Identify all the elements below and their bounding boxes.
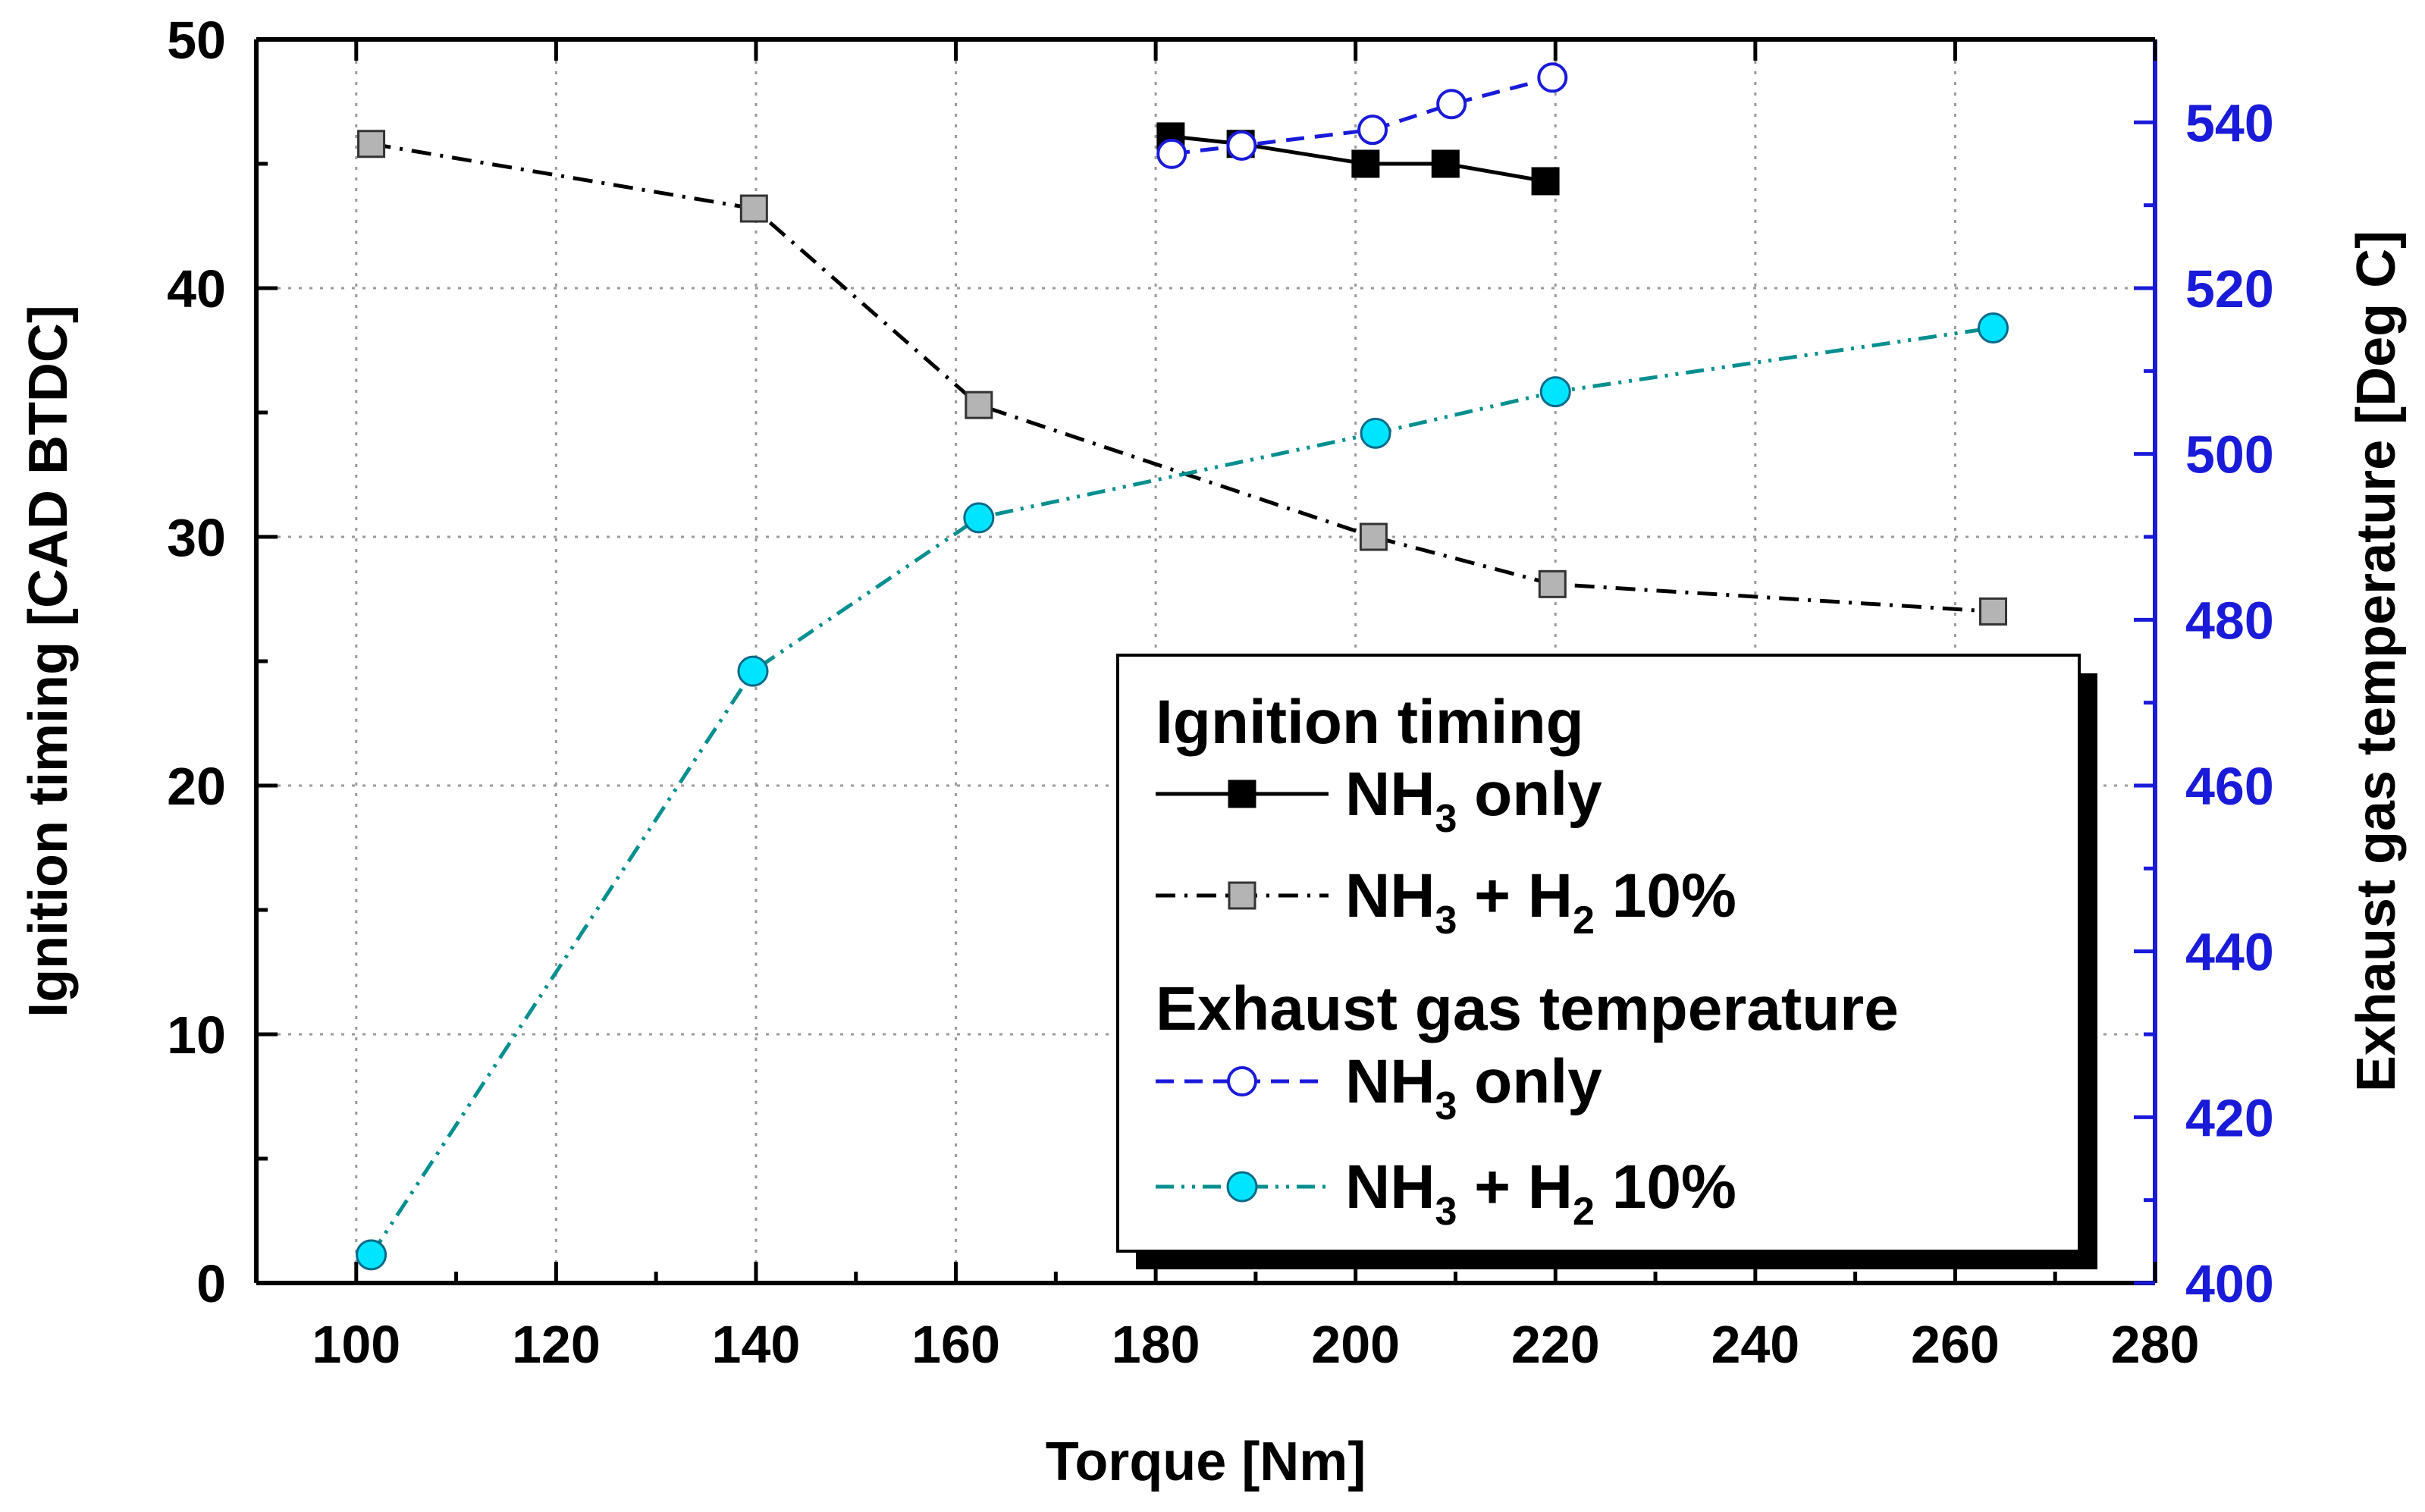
x-tick-label: 140 <box>712 1315 801 1374</box>
y-right-tick-label: 520 <box>2185 259 2274 318</box>
legend-label: NH3 + H2 10% <box>1345 861 1736 943</box>
legend-label-part: + H <box>1457 861 1573 930</box>
x-axis-title: Torque [Nm] <box>1046 1432 1366 1492</box>
legend-group-title: Exhaust gas temperature <box>1156 974 1899 1043</box>
y-left-tick-label: 0 <box>196 1254 226 1313</box>
data-point <box>965 391 993 419</box>
legend-label-part: NH <box>1345 861 1435 930</box>
y-right-tick-label: 400 <box>2185 1254 2274 1313</box>
data-point <box>1539 376 1571 408</box>
data-point <box>1978 312 2009 343</box>
data-point <box>737 655 769 687</box>
data-point <box>356 1239 387 1271</box>
x-tick-label: 100 <box>312 1315 400 1374</box>
y-right-tick-label: 540 <box>2185 93 2274 152</box>
data-point <box>1360 417 1391 449</box>
legend-label-part: 3 <box>1435 1084 1457 1128</box>
y-right-axis-title: Exhaust gas temperature [Deg C] <box>2346 231 2407 1092</box>
data-point <box>1156 138 1187 169</box>
x-tick-label: 240 <box>1711 1315 1799 1374</box>
y-left-axis-title: Ignition timing [CAD BTDC] <box>18 305 79 1018</box>
y-left-tick-label: 20 <box>167 757 226 816</box>
legend-marker <box>1228 881 1256 910</box>
legend-label-part: NH <box>1345 760 1435 829</box>
data-point <box>1531 167 1560 196</box>
x-tick-label: 120 <box>512 1315 601 1374</box>
data-point <box>357 130 386 158</box>
data-point <box>739 194 768 223</box>
legend-label-part: 3 <box>1435 899 1457 943</box>
data-point <box>1538 569 1567 598</box>
legend-item: NH3 + H2 10% <box>1156 1153 1736 1234</box>
y-right-tick-label: 440 <box>2185 923 2274 982</box>
y-left-tick-label: 30 <box>167 508 226 567</box>
y-right-tick-label: 460 <box>2185 757 2274 816</box>
legend-label: NH3 only <box>1345 1047 1602 1128</box>
legend-label: NH3 only <box>1345 760 1602 841</box>
legend-label-part: 3 <box>1435 797 1457 841</box>
legend-label-part: 10% <box>1595 1153 1736 1222</box>
series-line <box>369 326 1994 1256</box>
data-point <box>1436 89 1467 120</box>
data-point <box>963 502 995 534</box>
y-left-tick-label: 50 <box>167 11 226 70</box>
x-tick-label: 220 <box>1511 1315 1600 1374</box>
y-left-tick-label: 10 <box>167 1005 226 1065</box>
data-point <box>1979 597 2008 626</box>
legend-group-title: Ignition timing <box>1156 688 1584 757</box>
legend-item: NH3 only <box>1156 760 1602 841</box>
legend-item: NH3 only <box>1156 1047 1602 1128</box>
y-right-tick-label: 420 <box>2185 1088 2274 1147</box>
y-right-tick-label: 500 <box>2185 425 2274 485</box>
data-point <box>1351 149 1380 178</box>
legend-box <box>1116 654 2081 1253</box>
y-right-tick-label: 480 <box>2185 591 2274 650</box>
series-2 <box>1156 62 1568 169</box>
legend-label-part: 3 <box>1435 1190 1457 1234</box>
x-tick-label: 160 <box>911 1315 1000 1374</box>
data-point <box>1357 114 1388 146</box>
legend-marker <box>1226 1171 1258 1203</box>
y-left-tick-label: 40 <box>167 259 226 318</box>
series-1 <box>357 130 2008 626</box>
legend-label-part: 2 <box>1573 899 1595 943</box>
x-tick-label: 200 <box>1311 1315 1400 1374</box>
data-point <box>1537 62 1568 93</box>
x-tick-label: 280 <box>2111 1315 2200 1374</box>
legend-label-part: NH <box>1345 1153 1435 1222</box>
legend-label-part: 10% <box>1595 861 1736 930</box>
legend-label: NH3 + H2 10% <box>1345 1153 1736 1234</box>
legend-marker <box>1228 780 1256 808</box>
data-point <box>1359 522 1388 551</box>
series-line <box>371 142 1994 613</box>
legend-item: NH3 + H2 10% <box>1156 861 1736 943</box>
legend-label-part: 2 <box>1573 1190 1595 1234</box>
legend-marker <box>1227 1066 1257 1096</box>
x-tick-label: 260 <box>1911 1315 2000 1374</box>
data-point <box>1226 130 1257 161</box>
legend-label-part: only <box>1457 1047 1602 1116</box>
series-3 <box>356 312 2009 1271</box>
legend-label-part: NH <box>1345 1047 1435 1116</box>
x-tick-label: 180 <box>1112 1315 1200 1374</box>
legend-label-part: + H <box>1457 1153 1573 1222</box>
data-point <box>1431 149 1460 178</box>
legend-label-part: only <box>1457 760 1602 829</box>
